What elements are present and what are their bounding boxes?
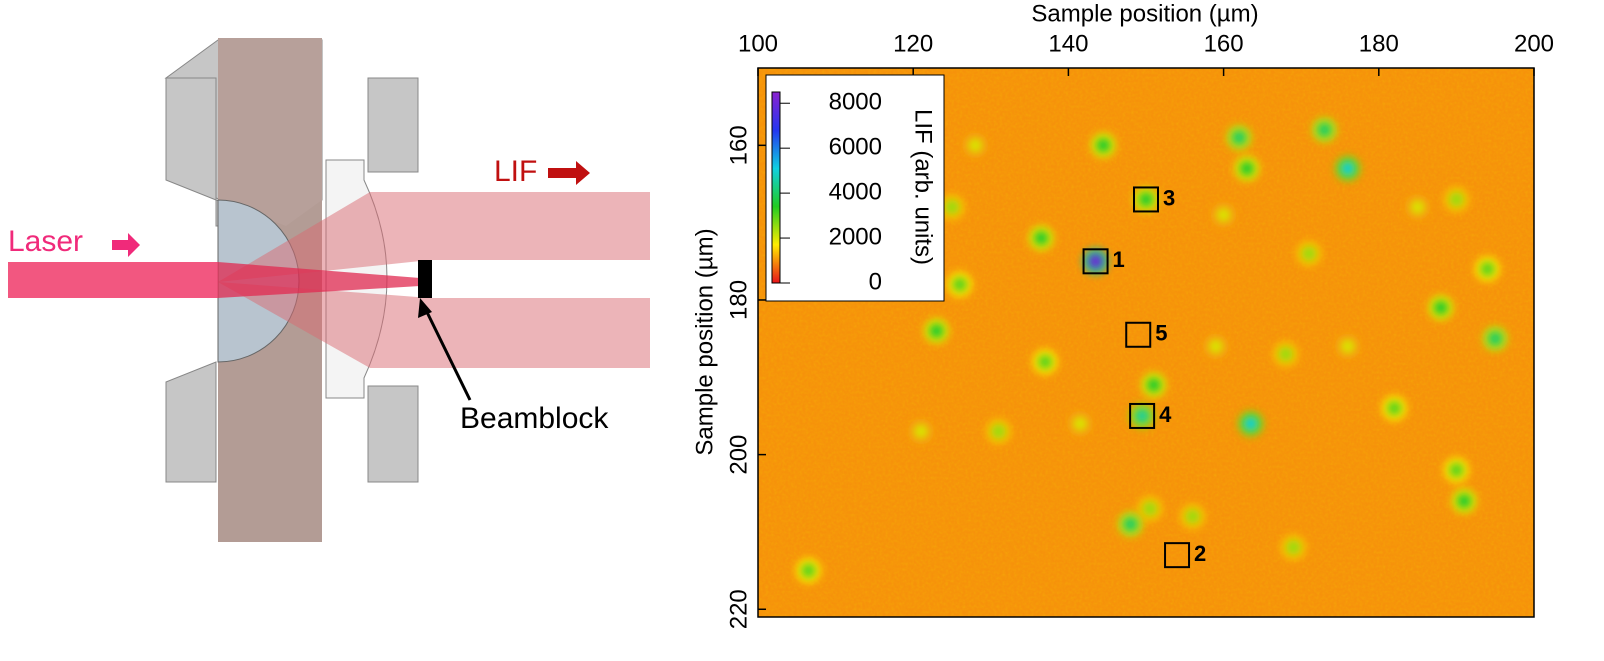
spot xyxy=(1147,378,1161,392)
heatmap: 100 120 140 160 180 200 160 180 200 220 1 2 3 4 5 0 2000… xyxy=(725,30,1554,629)
x-axis-label: Sample position (µm) xyxy=(1031,0,1258,27)
laser-beam xyxy=(8,262,218,298)
y-tick-label: 200 xyxy=(725,435,752,475)
spot xyxy=(1073,417,1087,431)
marker-label: 4 xyxy=(1159,402,1172,427)
spot xyxy=(1143,502,1157,516)
spot xyxy=(953,278,967,292)
holder xyxy=(368,78,418,172)
figure: Laser LIF Beamblock 10012014016018020016… xyxy=(0,0,1604,656)
holder xyxy=(368,386,418,482)
x-tick-label: 120 xyxy=(893,30,933,57)
spot xyxy=(801,564,815,578)
colorbar-tick-label: 6000 xyxy=(829,134,882,161)
holder xyxy=(166,78,216,200)
spot xyxy=(1135,409,1149,423)
laser-label: Laser xyxy=(8,225,83,258)
y-tick-label: 180 xyxy=(725,280,752,320)
spot xyxy=(1302,247,1316,261)
spot xyxy=(929,324,943,338)
marker-label: 1 xyxy=(1113,247,1125,272)
spot xyxy=(1411,200,1425,214)
y-tick-label: 160 xyxy=(725,125,752,165)
spot xyxy=(1089,254,1103,268)
holder xyxy=(166,362,216,482)
spot xyxy=(945,200,959,214)
spot xyxy=(1217,208,1231,222)
colorbar-tick-label: 2000 xyxy=(829,223,882,250)
marker-label: 3 xyxy=(1163,185,1175,210)
spot xyxy=(1457,494,1471,508)
colorbar-tick-label: 4000 xyxy=(829,178,882,205)
spot xyxy=(1286,540,1300,554)
colorbar xyxy=(772,92,780,283)
spot xyxy=(1038,355,1052,369)
spot xyxy=(1123,517,1137,531)
y-tick-label: 220 xyxy=(725,589,752,629)
optics-diagram: Laser LIF Beamblock xyxy=(8,38,650,542)
x-tick-label: 180 xyxy=(1359,30,1399,57)
x-tick-label: 200 xyxy=(1514,30,1554,57)
spot xyxy=(1341,162,1355,176)
spot xyxy=(1096,138,1110,152)
spot xyxy=(914,424,928,438)
marker-label: 2 xyxy=(1194,541,1206,566)
spot xyxy=(1209,339,1223,353)
beamblock xyxy=(418,260,432,298)
spot xyxy=(1317,123,1331,137)
spot xyxy=(1279,347,1293,361)
spot xyxy=(1341,339,1355,353)
spot xyxy=(1034,231,1048,245)
spot xyxy=(1480,262,1494,276)
spot xyxy=(1449,463,1463,477)
spot xyxy=(1434,301,1448,315)
arrow xyxy=(548,161,590,185)
spot xyxy=(1449,192,1463,206)
arrow xyxy=(112,233,140,257)
spot xyxy=(1232,131,1246,145)
beamblock-label: Beamblock xyxy=(460,402,609,435)
x-tick-label: 140 xyxy=(1048,30,1088,57)
lif-label: LIF xyxy=(494,155,537,188)
spot xyxy=(1186,509,1200,523)
spot xyxy=(1139,192,1153,206)
spot xyxy=(968,138,982,152)
spot xyxy=(1488,332,1502,346)
x-tick-label: 160 xyxy=(1204,30,1244,57)
marker-label: 5 xyxy=(1155,321,1167,346)
colorbar-tick-label: 8000 xyxy=(829,89,882,116)
spot xyxy=(1387,401,1401,415)
colorbar-tick-label: 0 xyxy=(869,268,882,295)
colorbar-label: LIF (arb. units) xyxy=(910,109,937,265)
spot xyxy=(1244,417,1258,431)
column xyxy=(218,38,322,226)
spot xyxy=(992,424,1006,438)
spot xyxy=(1240,162,1254,176)
x-tick-label: 100 xyxy=(738,30,778,57)
y-axis-label: Sample position (µm) xyxy=(691,228,718,455)
